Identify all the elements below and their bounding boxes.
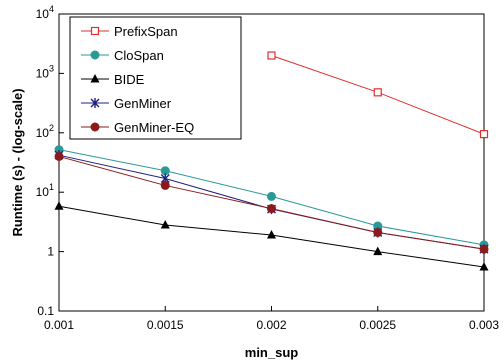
legend-item: PrefixSpan	[81, 24, 178, 39]
data-point	[373, 246, 383, 256]
x-tick-label: 0.003	[469, 318, 499, 332]
data-point	[54, 151, 64, 161]
y-tick-base: 10	[36, 126, 50, 140]
x-axis-label: min_sup	[245, 345, 299, 360]
data-point	[373, 227, 383, 237]
legend-marker	[90, 74, 100, 83]
legend-item: GenMiner	[81, 96, 172, 111]
legend-marker	[90, 122, 100, 132]
y-tick-exponent: 4	[49, 4, 54, 14]
legend-item: GenMiner-EQ	[81, 120, 194, 135]
legend-marker	[90, 98, 100, 108]
y-tick-base: 1	[47, 245, 54, 259]
y-tick-base: 0.1	[37, 304, 54, 318]
legend-label: PrefixSpan	[114, 24, 178, 39]
data-point	[479, 244, 489, 254]
y-tick-base: 10	[36, 185, 50, 199]
y-tick-exponent: 1	[49, 182, 54, 192]
legend-marker	[90, 26, 100, 36]
y-tick-exponent: 3	[49, 63, 54, 73]
legend-label: GenMiner	[114, 96, 172, 111]
y-tick-label: 0.1	[37, 304, 54, 318]
y-tick-label: 103	[36, 63, 54, 80]
data-point	[267, 230, 276, 239]
x-tick-label: 0.002	[256, 318, 286, 332]
series-bide	[54, 201, 489, 271]
series-clospan	[54, 145, 489, 250]
y-tick-exponent: 2	[49, 123, 54, 133]
data-point	[267, 204, 276, 214]
legend-label: BIDE	[114, 72, 145, 87]
data-point	[54, 201, 64, 210]
data-point	[267, 51, 276, 60]
legend-item: CloSpan	[81, 48, 164, 63]
data-point	[373, 88, 382, 97]
legend-label: GenMiner-EQ	[114, 120, 194, 135]
y-tick-label: 104	[36, 4, 54, 21]
y-tick-label: 101	[36, 182, 54, 199]
series-layer	[54, 51, 489, 271]
series-genminer-eq	[54, 151, 489, 254]
series-prefixspan	[267, 51, 489, 139]
data-point	[479, 130, 489, 139]
x-tick-label: 0.0025	[359, 318, 396, 332]
legend-label: CloSpan	[114, 48, 164, 63]
y-tick-label: 1	[47, 245, 54, 259]
data-point	[160, 220, 170, 229]
x-tick-label: 0.001	[44, 318, 74, 332]
data-point	[479, 262, 489, 271]
y-tick-label: 102	[36, 123, 54, 140]
data-point	[160, 180, 170, 190]
legend-box	[69, 16, 242, 140]
x-tick-label: 0.0015	[147, 318, 184, 332]
y-tick-base: 10	[36, 66, 50, 80]
data-point	[267, 191, 276, 201]
y-tick-base: 10	[36, 7, 50, 21]
y-axis-label: Runtime (s) - (log-scale)	[10, 88, 25, 236]
legend-marker	[90, 50, 100, 60]
legend-item: BIDE	[81, 72, 145, 87]
legend: PrefixSpan CloSpan BIDE GenMiner GenMiner-EQ	[69, 16, 242, 140]
x-axis-ticks: 0.001 0.0015 0.002 0.0025 0.003	[44, 306, 499, 332]
